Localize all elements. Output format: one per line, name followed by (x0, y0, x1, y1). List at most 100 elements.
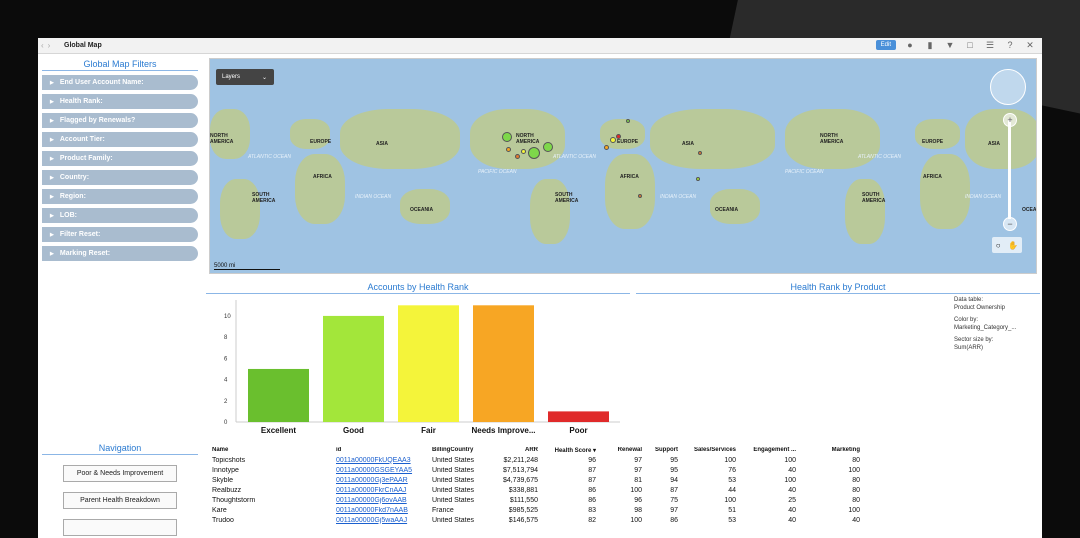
map-point[interactable] (515, 154, 520, 159)
filter-item[interactable]: ▶ Product Family: (42, 151, 198, 166)
map-point[interactable] (638, 194, 642, 198)
sector-value: Sum(ARR) (954, 345, 984, 351)
column-header[interactable]: BillingCountry (432, 447, 474, 453)
map-point[interactable] (543, 142, 553, 152)
close-icon[interactable]: ✕ (1026, 40, 1034, 50)
map-point[interactable] (502, 132, 512, 142)
bar-2[interactable] (398, 305, 459, 422)
table-cell: $111,550 (509, 496, 538, 504)
table-cell: 98 (634, 506, 642, 514)
table-row[interactable]: Realbuzz 0011a00000FkrCnAAJ United States $… (210, 485, 1040, 495)
filter-item[interactable]: ▶ End User Account Name: (42, 75, 198, 90)
table-cell: 80 (852, 496, 860, 504)
comment-icon[interactable]: ● (907, 40, 913, 50)
bar-0[interactable] (248, 368, 309, 422)
bookmark-icon[interactable]: ▮ (927, 40, 933, 50)
account-id-link[interactable]: 0011a00000Gj6ovAAB (336, 496, 407, 504)
filter-icon[interactable]: ▼ (945, 40, 955, 50)
bar-3[interactable] (473, 305, 534, 422)
label-atlantic-1: ATLANTIC OCEAN (248, 154, 291, 160)
poor-needs-improvement-button[interactable]: Poor & Needs Improvement (63, 465, 177, 482)
navigation-title: Navigation (42, 443, 198, 455)
land-africa-1 (295, 154, 345, 224)
account-id-link[interactable]: 0011a00000FkrCnAAJ (336, 486, 407, 494)
map-point[interactable] (521, 149, 526, 154)
map-point[interactable] (616, 134, 621, 139)
account-id-link[interactable]: 0011a00000Gj5waAAJ (336, 516, 408, 524)
map-point[interactable] (528, 147, 540, 159)
world-map[interactable]: NORTH AMERICA EUROPE ASIA AFRICA SOUTH A… (209, 58, 1037, 274)
label-pacific-2: PACIFIC OCEAN (785, 169, 824, 175)
menu-icon[interactable]: ☰ (985, 40, 995, 50)
back-icon[interactable]: ‹ (41, 41, 44, 50)
filter-label: Product Family: (59, 155, 113, 162)
column-header[interactable]: Health Score ▾ (554, 447, 596, 454)
table-cell: 75 (670, 496, 678, 504)
hand-icon[interactable]: ✋ (1008, 240, 1019, 250)
zoom-in-icon[interactable]: + (1003, 113, 1017, 127)
account-id-link[interactable]: 0011a00000GSGEYAA5 (336, 466, 413, 474)
health-rank-chart[interactable]: 0 2 4 6 8 10 Excellent Good Fair Needs Improve...… (206, 294, 630, 438)
navigation-button[interactable] (63, 519, 177, 536)
expand-arrow-icon: ▶ (50, 79, 54, 86)
filter-item[interactable]: ▶ Account Tier: (42, 132, 198, 147)
map-point[interactable] (610, 137, 616, 143)
column-header[interactable]: Support (655, 447, 678, 453)
table-cell: 53 (728, 476, 736, 484)
map-point[interactable] (696, 177, 700, 181)
table-cell: United States (432, 516, 475, 524)
table-row[interactable]: Skyble 0011a00000Gj3ePAAR United States $4,… (210, 475, 1040, 485)
parent-health-breakdown-button[interactable]: Parent Health Breakdown (63, 492, 177, 509)
column-header[interactable]: Marketing (831, 447, 860, 453)
map-point[interactable] (604, 145, 609, 150)
map-point[interactable] (698, 151, 702, 155)
filter-item[interactable]: ▶ LOB: (42, 208, 198, 223)
column-header[interactable]: Sales/Services (693, 447, 736, 453)
table-row[interactable]: Innotype 0011a00000GSGEYAA5 United States $… (210, 465, 1040, 475)
column-header[interactable]: Engagement ... (753, 447, 796, 453)
table-row[interactable]: Kare 0011a00000Fkd7nAAB France $985,525 83 98… (210, 505, 1040, 515)
filter-item[interactable]: ▶ Region: (42, 189, 198, 204)
table-cell: 80 (852, 486, 860, 494)
table-row[interactable]: Trudoo 0011a00000Gj5waAAJ United States $14… (210, 515, 1040, 525)
column-header[interactable]: id (336, 447, 342, 453)
expand-icon[interactable]: □ (967, 40, 973, 50)
label-atlantic-2: ATLANTIC OCEAN (553, 154, 596, 160)
map-point[interactable] (626, 119, 630, 123)
table-cell: 100 (784, 476, 796, 484)
filter-item[interactable]: ▶ Country: (42, 170, 198, 185)
edit-button[interactable]: Edit (875, 40, 896, 50)
filter-item[interactable]: ▶ Filter Reset: (42, 227, 198, 242)
column-header[interactable]: Renewal (617, 447, 642, 453)
zoom-out-icon[interactable]: − (1003, 217, 1017, 231)
filter-item[interactable]: ▶ Flagged by Renewals? (42, 113, 198, 128)
column-header[interactable]: ARR (525, 447, 538, 453)
land-europe-2 (600, 119, 645, 149)
label-south-america-3: SOUTH AMERICA (862, 192, 886, 204)
table-row[interactable]: Thoughtstorm 0011a00000Gj6ovAAB United Sta… (210, 495, 1040, 505)
filter-item[interactable]: ▶ Health Rank: (42, 94, 198, 109)
expand-arrow-icon: ▶ (50, 98, 54, 105)
table-cell: 86 (588, 486, 596, 494)
bar-4[interactable] (548, 411, 609, 422)
x-tick-label: Fair (421, 426, 436, 435)
forward-icon[interactable]: › (47, 41, 51, 50)
map-point[interactable] (506, 147, 511, 152)
table-cell: $7,513,794 (502, 466, 538, 474)
account-id-link[interactable]: 0011a00000Gj3ePAAR (336, 476, 408, 484)
help-icon[interactable]: ? (1007, 40, 1013, 50)
layers-dropdown[interactable]: Layers ⌄ (216, 69, 274, 85)
lasso-icon[interactable]: ○ (995, 240, 1001, 250)
filter-label: Region: (59, 193, 86, 200)
bar-1[interactable] (323, 315, 384, 422)
zoom-slider[interactable] (1008, 119, 1011, 219)
filter-item[interactable]: ▶ Marking Reset: (42, 246, 198, 261)
table-cell: 25 (788, 496, 796, 504)
account-id-link[interactable]: 0011a00000FkUQEAA3 (336, 456, 411, 464)
land-africa-2 (605, 154, 655, 229)
table-row[interactable]: Topicshots 0011a00000FkUQEAA3 United State… (210, 455, 1040, 465)
column-header[interactable]: Name (212, 447, 229, 453)
pan-control[interactable] (990, 69, 1026, 105)
table-cell: 86 (670, 516, 678, 524)
account-id-link[interactable]: 0011a00000Fkd7nAAB (336, 506, 408, 514)
